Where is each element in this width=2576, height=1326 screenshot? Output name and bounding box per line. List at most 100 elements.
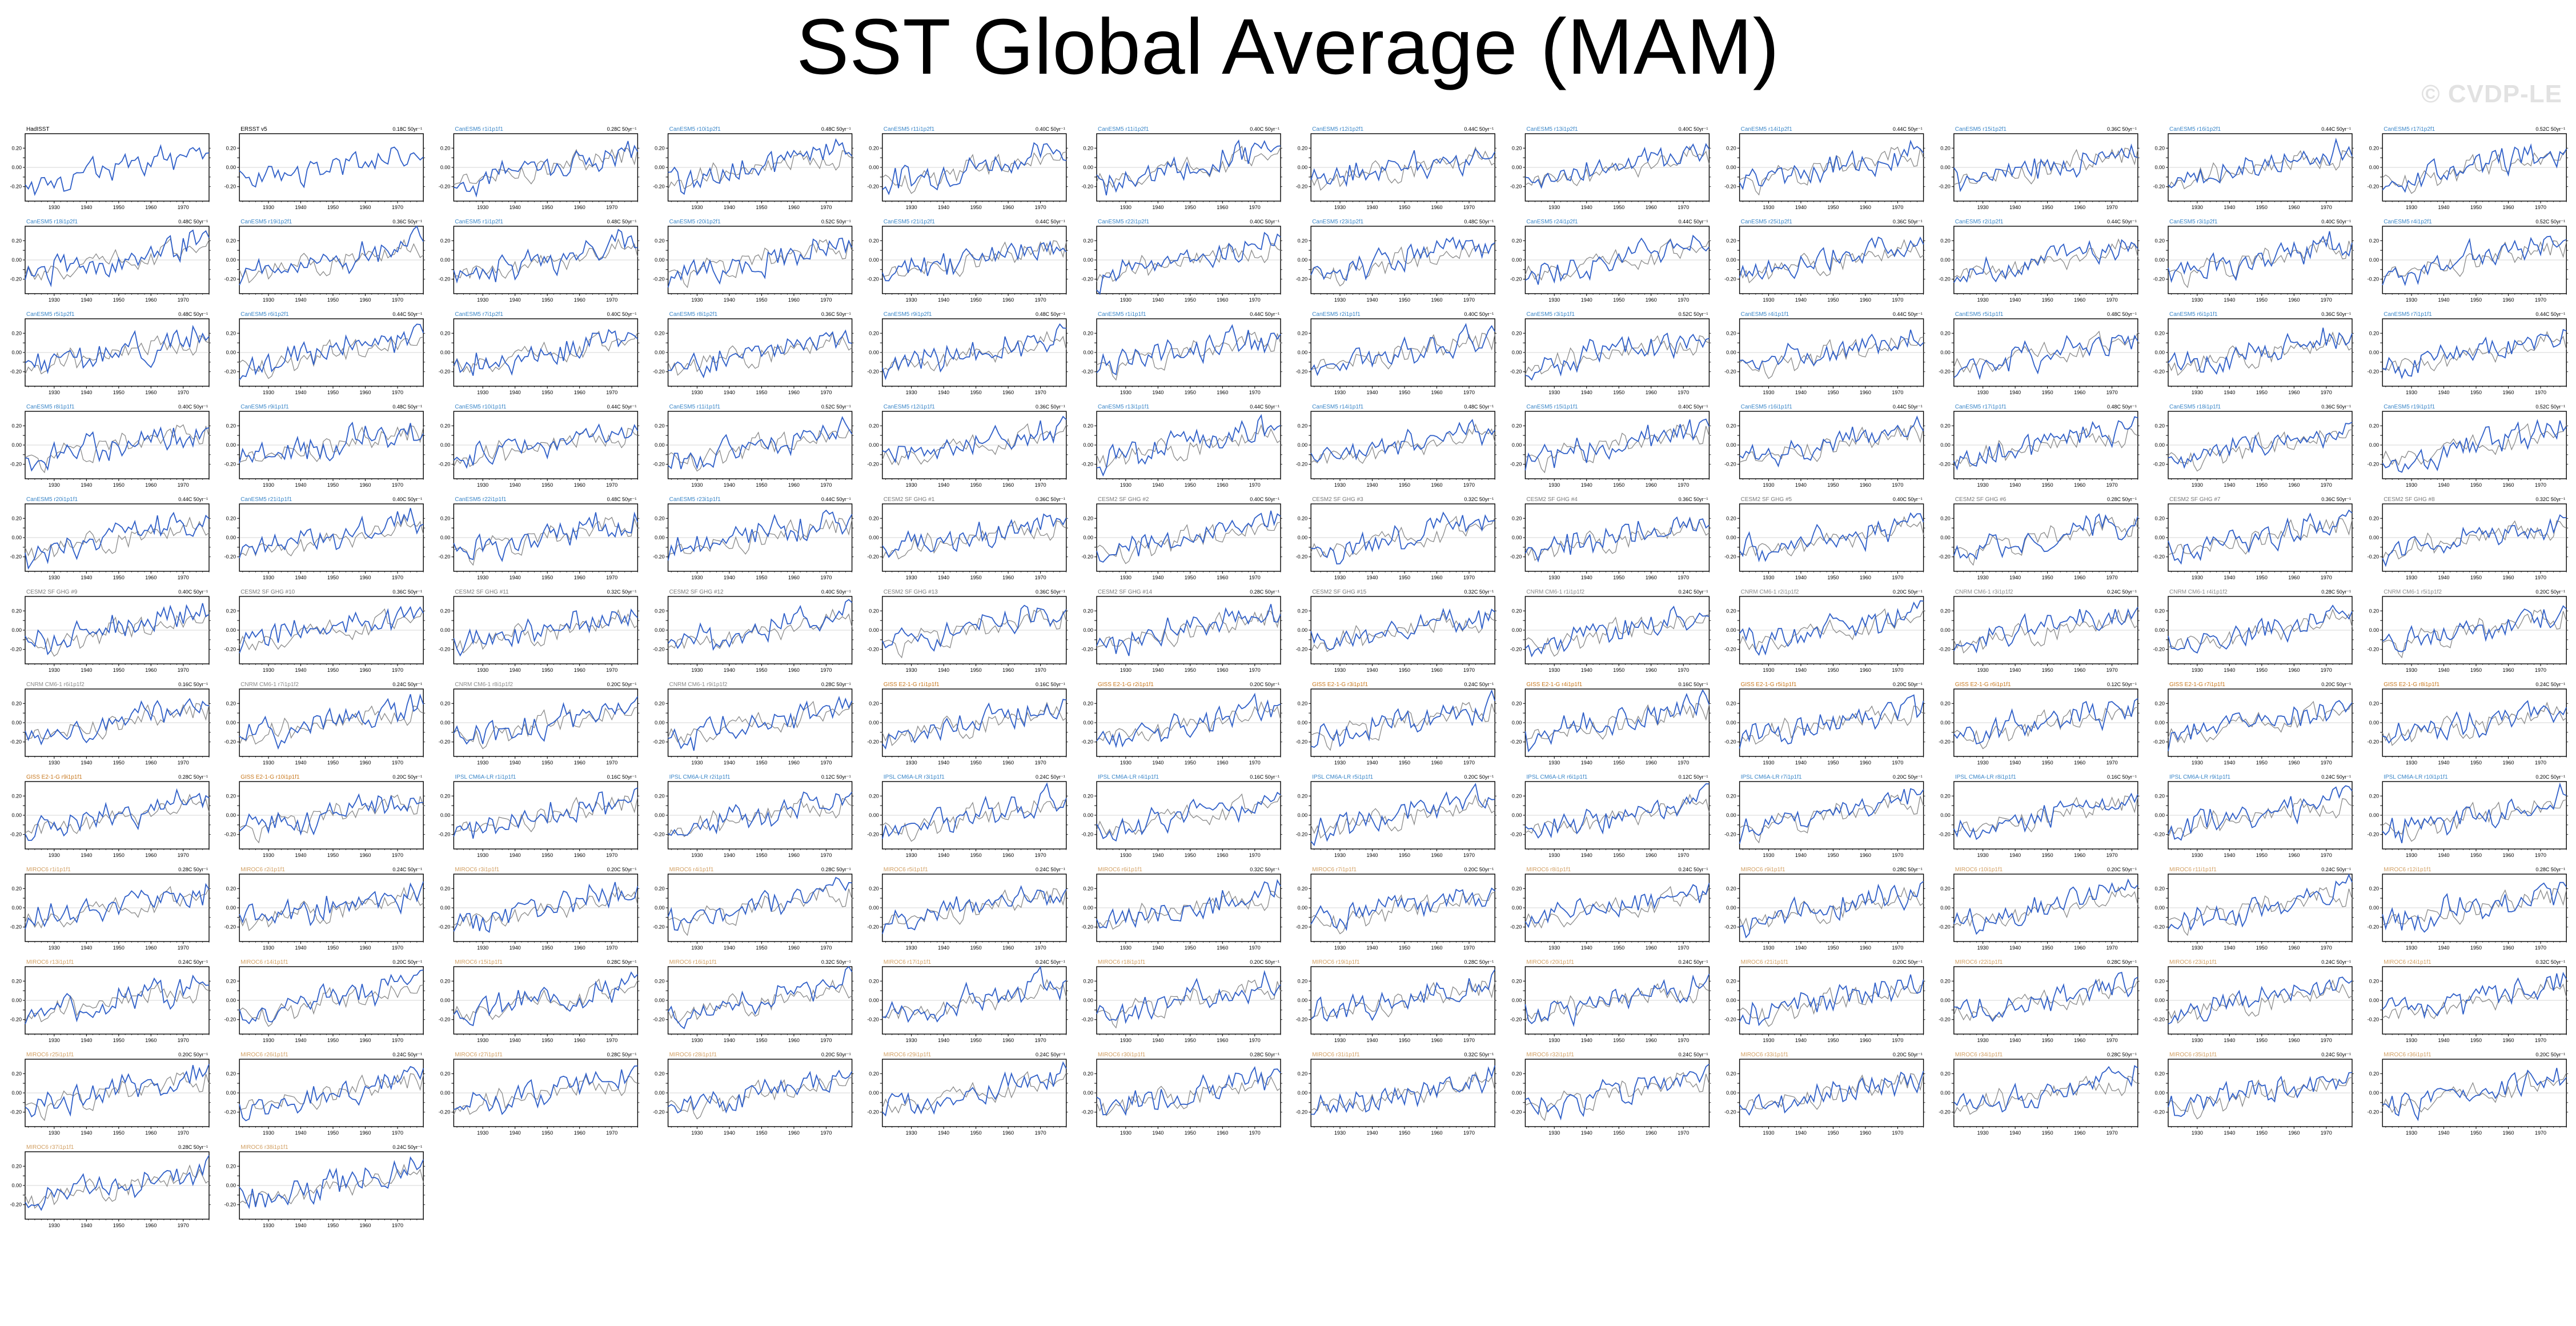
x-tick-label: 1940: [2224, 760, 2235, 766]
x-tick-label: 1960: [1646, 575, 1657, 580]
y-tick-label: 0.00: [226, 627, 236, 633]
series-line: [1524, 606, 1710, 658]
series-line: [882, 513, 1067, 558]
x-tick-label: 1940: [1367, 390, 1378, 395]
panel-trend: 0.40C 50yr⁻¹: [1893, 496, 1923, 502]
x-tick-label: 1940: [1581, 575, 1592, 580]
x-tick-label: 1950: [2470, 760, 2482, 766]
y-tick-label: 0.20: [2154, 330, 2165, 336]
series-line: [239, 225, 424, 286]
panel-trend: 0.40C 50yr⁻¹: [1679, 404, 1708, 410]
x-tick-label: 1970: [820, 760, 832, 766]
y-tick-label: 0.20: [1940, 515, 1951, 521]
x-tick-label: 1970: [1035, 760, 1046, 766]
obs-series-line: [1525, 424, 1710, 474]
x-tick-label: 1950: [1399, 482, 1410, 488]
x-tick-label: 1960: [788, 205, 800, 210]
x-tick-label: 1970: [1892, 297, 1903, 303]
panel-label: CanESM5 r20i1p2f1: [669, 219, 721, 225]
x-tick-label: 1960: [2288, 667, 2300, 673]
obs-series-line: [2168, 150, 2353, 190]
y-tick-label: 0.00: [655, 720, 665, 726]
x-tick-label: 1940: [724, 482, 735, 488]
x-tick-label: 1940: [1795, 760, 1807, 766]
panel-label: CNRM CM6-1 r8i1p1f2: [455, 682, 513, 688]
x-tick-label: 1960: [1860, 482, 1871, 488]
y-tick-label: -0.20: [867, 369, 879, 375]
obs-series-line: [1739, 608, 1924, 651]
x-tick-label: 1940: [724, 760, 735, 766]
x-tick-label: 1960: [1646, 205, 1657, 210]
x-tick-label: 1940: [724, 575, 735, 580]
x-tick-label: 1950: [1827, 575, 1839, 580]
series-line: [2168, 700, 2353, 751]
panel-trend: 0.48C 50yr⁻¹: [2107, 404, 2137, 410]
x-tick-label: 1970: [392, 205, 403, 210]
x-tick-label: 1970: [820, 205, 832, 210]
panel: 1930 1940 1950 1960 1970 0.20 0.00 -0.20 GISS E2…: [1296, 682, 1497, 766]
y-tick-label: 0.20: [226, 145, 236, 151]
x-tick-label: 1960: [2074, 482, 2085, 488]
series-line: [667, 237, 853, 288]
panel: 1930 1940 1950 1960 1970 0.20 0.00 -0.20 CanESM5…: [1724, 404, 1925, 488]
x-tick-label: 1950: [2042, 390, 2053, 395]
x-tick-label: 1930: [1763, 205, 1774, 210]
y-tick-label: 0.00: [11, 257, 22, 263]
y-tick-label: 0.00: [2369, 627, 2380, 633]
y-tick-label: -0.20: [2153, 369, 2165, 375]
y-tick-label: -0.20: [1510, 554, 1522, 560]
x-tick-label: 1960: [1002, 667, 1014, 673]
series-line: [1525, 332, 1710, 381]
panel: 1930 1940 1950 1960 1970 0.20 0.00 -0.20 CNRM CM…: [1939, 589, 2140, 673]
y-tick-label: 0.20: [869, 145, 879, 151]
y-tick-label: 0.20: [2369, 238, 2380, 243]
obs-series-line: [882, 520, 1067, 560]
y-tick-label: 0.00: [2369, 350, 2380, 355]
series-line: [1953, 513, 2138, 560]
x-tick-label: 1930: [691, 482, 703, 488]
x-tick-label: 1930: [477, 667, 488, 673]
series-line: [668, 138, 853, 195]
panel-trend: 0.44C 50yr⁻¹: [178, 496, 208, 502]
y-tick-label: 0.00: [440, 257, 451, 263]
y-tick-label: 0.20: [2369, 423, 2380, 428]
series-line: [1739, 139, 1924, 190]
y-tick-label: -0.20: [1296, 184, 1308, 190]
x-tick-label: 1930: [2192, 297, 2203, 303]
panel: 1930 1940 1950 1960 1970 0.20 0.00 -0.20 CanESM5…: [2153, 126, 2354, 210]
x-tick-label: 1940: [509, 205, 521, 210]
x-tick-label: 1940: [81, 852, 92, 858]
panel-label: CESM2 SF GHG #15: [1312, 589, 1366, 595]
panel-label: GISS E2-1-G r3i1p1f1: [1312, 682, 1368, 688]
panel: 1930 1940 1950 1960 1970 0.20 0.00 -0.20 CanESM5…: [2153, 311, 2354, 395]
panel-trend: 0.52C 50yr⁻¹: [821, 404, 851, 410]
y-tick-label: 0.20: [869, 515, 879, 521]
series-line: [2168, 137, 2353, 189]
x-tick-label: 1940: [1581, 297, 1592, 303]
obs-series-line: [1310, 146, 1495, 191]
panel-label: GISS E2-1-G r1i1p1f1: [884, 682, 940, 688]
y-tick-label: 0.20: [226, 700, 236, 706]
panel: 1930 1940 1950 1960 1970 0.20 0.00 -0.20 CanESM5…: [439, 126, 640, 210]
panel-trend: 0.48C 50yr⁻¹: [1464, 404, 1494, 410]
obs-series-line: [2382, 609, 2567, 659]
x-tick-label: 1940: [1367, 205, 1378, 210]
x-tick-label: 1970: [1249, 575, 1261, 580]
y-tick-label: -0.20: [1081, 369, 1093, 375]
x-tick-label: 1970: [2106, 760, 2118, 766]
x-tick-label: 1950: [2256, 575, 2268, 580]
x-tick-label: 1940: [938, 205, 949, 210]
y-tick-label: -0.20: [2368, 739, 2380, 745]
obs-series-line: [25, 614, 210, 657]
series-line: [25, 603, 210, 655]
x-tick-label: 1950: [756, 575, 767, 580]
panel-trend: 0.24C 50yr⁻¹: [392, 682, 422, 687]
y-tick-label: 0.00: [1512, 535, 1522, 540]
panel-label: CESM2 SF GHG #11: [455, 589, 509, 595]
x-tick-label: 1940: [1152, 205, 1163, 210]
y-tick-label: -0.20: [224, 554, 236, 560]
obs-series-line: [25, 424, 210, 474]
y-tick-label: 0.20: [1726, 515, 1736, 521]
x-tick-label: 1960: [145, 575, 157, 580]
